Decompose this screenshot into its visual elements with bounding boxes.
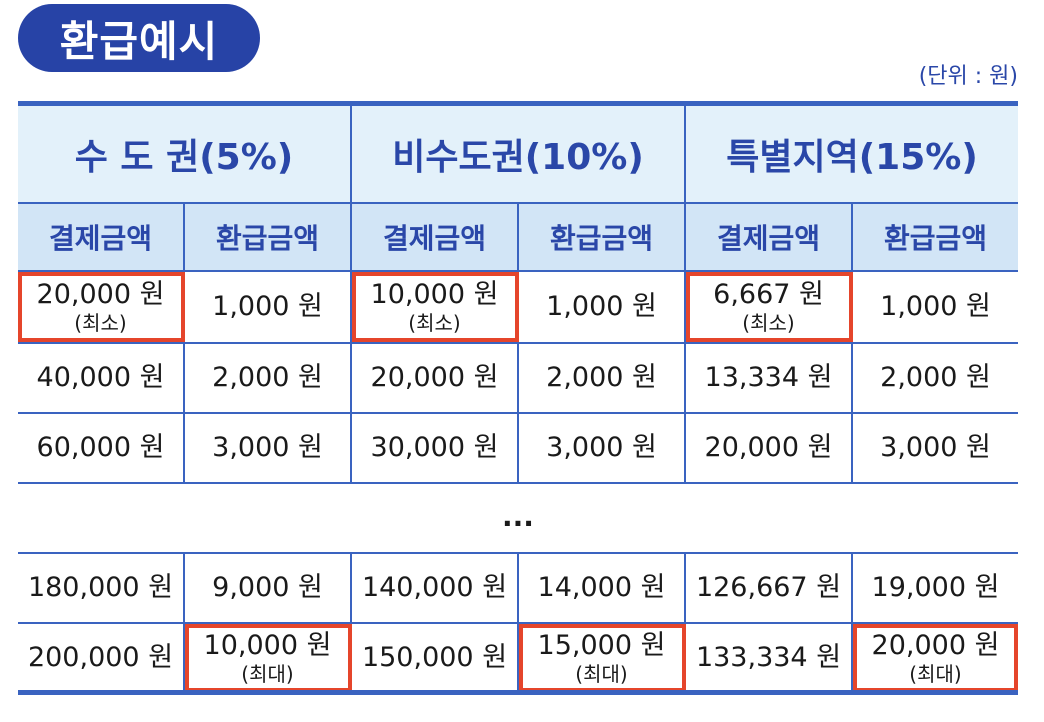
table-cell: 2,000 원 xyxy=(519,344,686,412)
table-cell: 150,000 원 xyxy=(352,624,519,692)
max-note: (최대) xyxy=(909,661,962,686)
payment-amount-header: 결제금액 xyxy=(18,204,185,270)
table-cell: 2,000 원 xyxy=(880,362,991,394)
table-cell-max: 20,000 원 (최대) xyxy=(853,624,1018,692)
table-cell: 30,000 원 xyxy=(352,414,519,482)
region-header-non-capital: 비수도권(10%) xyxy=(352,106,686,202)
table-cell: 13,334 원 xyxy=(686,344,853,412)
min-note: (최소) xyxy=(742,310,795,335)
cell-value: 10,000 원 xyxy=(203,630,332,662)
region-header-row: 수 도 권(5%) 비수도권(10%) 특별지역(15%) xyxy=(18,106,1018,202)
table-cell-min: 6,667 원 (최소) xyxy=(686,272,853,342)
table-cell-min: 20,000 원 (최소) xyxy=(18,272,185,342)
table-top-border xyxy=(18,101,1018,106)
min-note: (최소) xyxy=(408,310,461,335)
cell-value: 20,000 원 xyxy=(36,279,165,311)
refund-amount-header: 환급금액 xyxy=(519,204,686,270)
table-cell-min: 10,000 원 (최소) xyxy=(352,272,519,342)
table-bottom-border xyxy=(18,690,1018,695)
table-cell: 1,000 원 xyxy=(185,272,352,342)
region-header-special: 특별지역(15%) xyxy=(726,137,978,178)
min-note: (최소) xyxy=(74,310,127,335)
table-cell: 2,000 원 xyxy=(185,344,352,412)
table-cell: 1,000 원 xyxy=(880,291,991,323)
table-cell: 20,000 원 xyxy=(686,414,853,482)
table-cell: 14,000 원 xyxy=(519,554,686,622)
refund-amount-header: 환급금액 xyxy=(883,222,988,255)
table-cell-max: 10,000 원 (최대) xyxy=(185,624,352,692)
cell-value: 20,000 원 xyxy=(871,630,1000,662)
cell-value: 15,000 원 xyxy=(537,630,666,662)
region-header-capital: 수 도 권(5%) xyxy=(18,106,352,202)
amount-header-row: 결제금액 환급금액 결제금액 환급금액 결제금액 환급금액 xyxy=(18,202,1018,272)
table-cell: 1,000 원 xyxy=(519,272,686,342)
cell-value: 10,000 원 xyxy=(370,279,499,311)
table-cell: 60,000 원 xyxy=(18,414,185,482)
refund-amount-header: 환급금액 xyxy=(185,204,352,270)
table-cell: 3,000 원 xyxy=(185,414,352,482)
table-cell: 180,000 원 xyxy=(18,554,185,622)
table-cell: 140,000 원 xyxy=(352,554,519,622)
cell-value: 6,667 원 xyxy=(713,279,824,311)
payment-amount-header: 결제금액 xyxy=(686,204,853,270)
table-cell: 9,000 원 xyxy=(185,554,352,622)
unit-label: (단위 : 원) xyxy=(918,64,1018,89)
table-cell-max: 15,000 원 (최대) xyxy=(519,624,686,692)
page-title: 환급예시 xyxy=(59,16,219,66)
payment-amount-header: 결제금액 xyxy=(352,204,519,270)
table-row: 200,000 원 10,000 원 (최대) 150,000 원 15,000… xyxy=(18,624,1018,692)
table-cell: 133,334 원 xyxy=(686,624,853,692)
table-cell: 200,000 원 xyxy=(18,624,185,692)
max-note: (최대) xyxy=(575,661,628,686)
max-note: (최대) xyxy=(241,661,294,686)
table-cell: 3,000 원 xyxy=(880,432,991,464)
table-cell: 19,000 원 xyxy=(871,572,1000,604)
table-cell: 126,667 원 xyxy=(686,554,853,622)
table-row: 60,000 원 3,000 원 30,000 원 3,000 원 20,000… xyxy=(18,414,1018,484)
table-cell: 40,000 원 xyxy=(18,344,185,412)
ellipsis: ... xyxy=(502,500,534,533)
table-cell: 20,000 원 xyxy=(352,344,519,412)
table-cell: 3,000 원 xyxy=(519,414,686,482)
table-row: 180,000 원 9,000 원 140,000 원 14,000 원 126… xyxy=(18,552,1018,624)
title-badge: 환급예시 xyxy=(18,4,260,72)
table-row: 40,000 원 2,000 원 20,000 원 2,000 원 13,334… xyxy=(18,344,1018,414)
table-row: 20,000 원 (최소) 1,000 원 10,000 원 (최소) 1,00… xyxy=(18,272,1018,344)
